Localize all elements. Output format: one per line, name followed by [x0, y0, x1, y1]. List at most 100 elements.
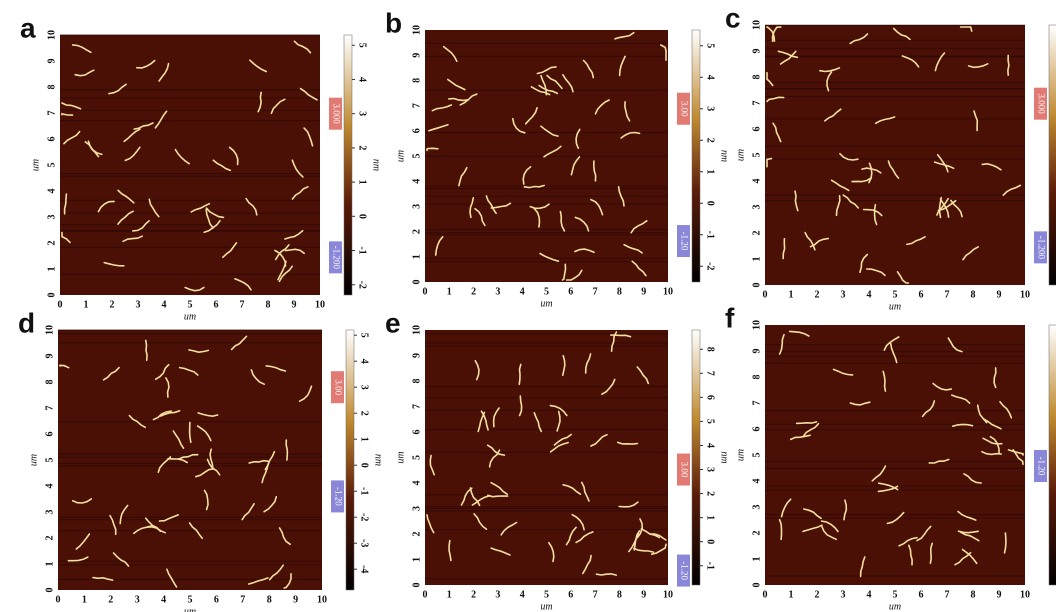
- x-tick-label: 6: [919, 289, 924, 300]
- fiber: [196, 425, 212, 442]
- fiber: [934, 52, 946, 72]
- fiber: [539, 252, 560, 262]
- fiber: [283, 573, 292, 589]
- colorbar-tick-label: 2: [705, 491, 716, 496]
- fiber: [887, 160, 900, 179]
- fiber: [303, 127, 314, 147]
- y-tick-label: 10: [411, 325, 422, 335]
- x-tick-label: 10: [317, 594, 327, 605]
- fiber: [248, 459, 270, 464]
- y-tick-label: 10: [411, 25, 422, 35]
- afm-image: [765, 25, 1025, 285]
- colorbar: [343, 34, 353, 296]
- fiber: [794, 190, 799, 212]
- y-tick-label: 2: [46, 241, 57, 246]
- y-tick-label: 5: [751, 153, 762, 158]
- fiber: [559, 210, 566, 232]
- panel-letter: f: [725, 302, 735, 333]
- y-tick-label: 10: [751, 320, 762, 330]
- fiber: [789, 434, 811, 441]
- y-tick-label: 1: [411, 557, 422, 562]
- fiber: [474, 207, 486, 227]
- y-tick-label: 1: [411, 254, 422, 259]
- colorbar-tick-label: 4: [357, 77, 368, 82]
- fiber: [87, 140, 103, 156]
- x-tick-label: 4: [161, 594, 166, 605]
- fiber: [291, 159, 304, 178]
- fiber: [184, 286, 205, 292]
- fiber: [618, 501, 639, 508]
- x-tick-label: 5: [188, 594, 193, 605]
- colorbar-tick-label: 0: [705, 539, 716, 544]
- y-tick-label: 0: [751, 283, 762, 288]
- colorbar-tick-label: -1: [359, 487, 370, 495]
- fiber: [61, 231, 71, 244]
- fiber: [159, 410, 181, 417]
- fiber: [961, 548, 978, 565]
- fiber: [250, 369, 265, 385]
- colorbar-marker: [677, 92, 690, 125]
- fiber: [631, 260, 647, 277]
- fiber: [158, 514, 179, 522]
- y-tick-label: 3: [751, 205, 762, 210]
- fiber: [590, 433, 608, 447]
- fiber: [178, 366, 199, 376]
- fiber: [206, 458, 221, 476]
- fiber: [546, 74, 563, 90]
- x-tick-label: 9: [641, 589, 646, 600]
- fiber: [61, 102, 82, 110]
- fiber: [788, 330, 810, 337]
- x-tick-label: 4: [162, 299, 167, 310]
- fiber: [119, 504, 129, 525]
- y-tick-label: 4: [46, 189, 57, 194]
- fiber: [152, 410, 172, 421]
- fiber: [165, 377, 170, 398]
- fiber: [959, 26, 973, 32]
- colorbar-tick-label: -4: [359, 565, 370, 573]
- colorbar-marker: [677, 453, 690, 486]
- fiber: [284, 229, 304, 240]
- fiber: [590, 198, 604, 216]
- colorbar-tick-label: -3: [359, 539, 370, 547]
- y-tick-label: 10: [44, 325, 55, 335]
- x-tick-label: 5: [893, 289, 898, 300]
- fiber: [61, 112, 74, 116]
- fiber: [122, 235, 143, 243]
- y-tick-label: 8: [44, 380, 55, 385]
- colorbar: [345, 329, 355, 591]
- colorbar-marker: [1034, 231, 1047, 264]
- fiber: [174, 148, 190, 165]
- colorbar-tick-label: 6: [705, 395, 716, 400]
- colorbar-marker: [329, 241, 342, 274]
- fiber: [234, 278, 252, 291]
- fiber: [595, 573, 618, 576]
- y-tick-label: 2: [411, 229, 422, 234]
- fiber: [981, 162, 1002, 171]
- fiber: [859, 253, 869, 274]
- y-tick-label: 3: [46, 215, 57, 220]
- fiber: [633, 547, 655, 553]
- fiber: [71, 498, 93, 504]
- fiber: [212, 159, 232, 172]
- fiber: [486, 444, 506, 456]
- fiber: [543, 145, 562, 158]
- colorbar-tick-label: 8: [705, 347, 716, 352]
- fiber: [518, 363, 522, 386]
- fiber: [782, 237, 786, 260]
- fiber: [261, 462, 270, 484]
- fiber: [766, 96, 785, 103]
- fiber: [582, 59, 595, 79]
- fiber: [594, 99, 610, 115]
- x-tick-label: 2: [815, 589, 820, 600]
- fiber: [921, 400, 936, 418]
- y-tick-label: 4: [411, 179, 422, 184]
- fiber: [177, 453, 199, 460]
- fiber: [459, 93, 478, 106]
- fiber: [906, 236, 926, 246]
- x-tick-label: 10: [1020, 289, 1030, 300]
- x-tick-label: 0: [58, 299, 63, 310]
- fiber: [428, 123, 449, 132]
- fiber: [228, 146, 239, 166]
- fiber: [1007, 54, 1010, 76]
- colorbar-tick-label: 7: [705, 371, 716, 376]
